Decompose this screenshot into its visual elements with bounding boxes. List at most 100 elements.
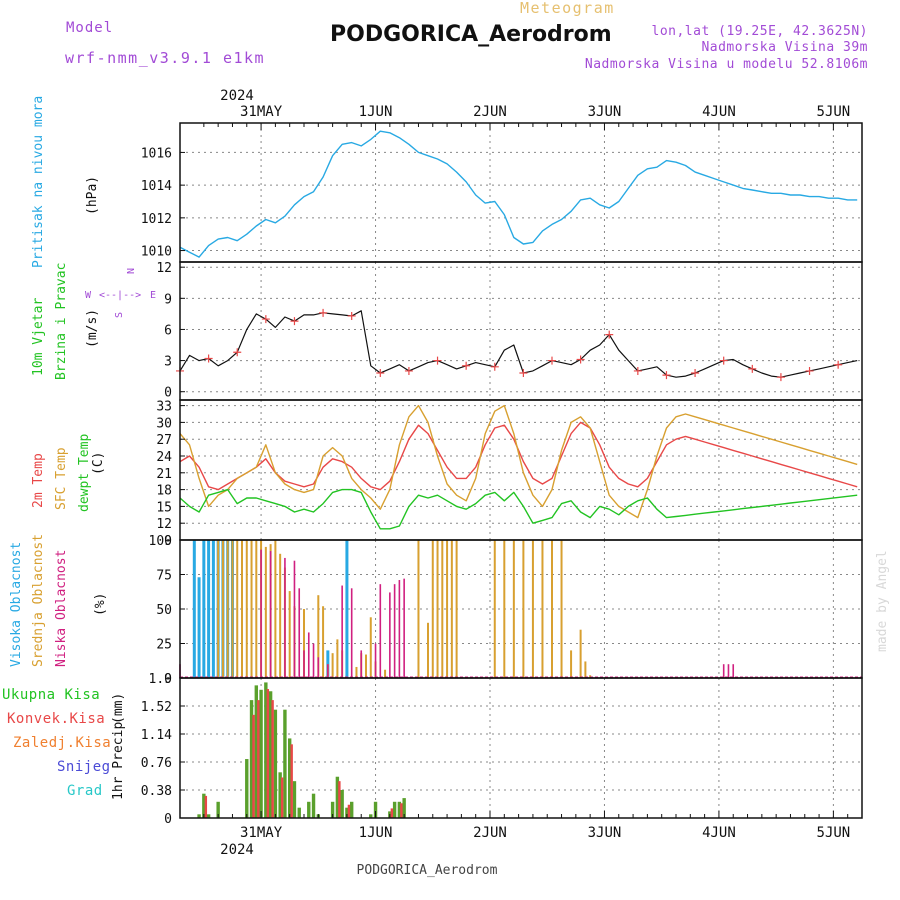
total-precip-bar — [197, 814, 201, 818]
y-tick-label: 1010 — [141, 245, 172, 260]
temp-unit: (C) — [91, 452, 106, 475]
wind-gust-marker — [576, 355, 585, 364]
low-cloud-bar — [260, 549, 262, 678]
total-precip-bar — [283, 709, 287, 818]
total-precip-bar — [245, 759, 249, 818]
total-precip-bar — [373, 801, 378, 818]
total-precip-bar — [402, 798, 406, 818]
y-tick-label: 15 — [156, 500, 172, 515]
coords-label: lon,lat (19.25E, 42.3625N) — [651, 24, 868, 39]
conv-precip-bar — [338, 781, 341, 818]
total-precip-bar — [259, 689, 263, 818]
total-precip-bar — [369, 814, 373, 818]
precip-legend-item: Snijeg — [57, 759, 111, 775]
mid-cloud-bar — [450, 540, 453, 678]
dewpt-temp-line — [179, 488, 858, 530]
low-cloud-label: Niska Oblacnost — [54, 550, 69, 667]
day-label-bottom: 1JUN — [359, 825, 393, 841]
total-precip-bar — [340, 790, 344, 818]
mid-cloud-bar — [279, 553, 282, 678]
low-cloud-bar — [293, 560, 296, 678]
wind-gust-marker — [519, 369, 528, 378]
compass-w: W — [85, 290, 92, 301]
mid-cloud-bar — [303, 609, 305, 678]
low-cloud-bar — [307, 632, 310, 678]
panel-frame — [179, 261, 863, 401]
station-title: PODGORICA_Aerodrom — [330, 22, 612, 47]
wind-gust-marker — [662, 371, 671, 380]
panel-frame — [179, 399, 863, 541]
y-tick-label: 1012 — [141, 212, 172, 227]
conv-precip-bar — [252, 714, 255, 818]
wind-unit: (m/s) — [85, 309, 100, 348]
high-cloud-bar — [202, 540, 206, 678]
compass-e: E — [150, 290, 156, 301]
y-tick-label: 9 — [164, 534, 172, 549]
precip-legend-item: Zaledj.Kisa — [13, 735, 111, 751]
total-precip-bar — [206, 814, 211, 818]
mid-cloud-bar — [541, 540, 544, 678]
low-cloud-bar — [303, 650, 305, 678]
mid-cloud-bar — [355, 666, 358, 678]
high-cloud-bar — [197, 577, 201, 678]
total-precip-bar — [307, 801, 311, 818]
day-label-bottom: 31MAY — [240, 825, 283, 841]
mid-cloud-bar — [531, 540, 534, 678]
low-cloud-bar — [298, 588, 301, 678]
day-label-top: 1JUN — [359, 104, 393, 120]
day-label-top: 31MAY — [240, 104, 283, 120]
conv-precip-bar — [400, 803, 403, 818]
day-label-bottom: 4JUN — [702, 825, 736, 841]
total-precip-bar — [349, 801, 354, 818]
panel-frame — [179, 677, 863, 819]
high-cloud-bar — [207, 540, 211, 678]
total-precip-bar — [297, 807, 301, 818]
day-label-top: 5JUN — [817, 104, 851, 120]
cloud-unit: (%) — [93, 593, 108, 616]
compass-n: N — [124, 268, 135, 274]
mid-cloud-bar — [441, 540, 444, 678]
mid-cloud-bar — [288, 591, 291, 678]
model-name: wrf-nmm_v3.9.1 e1km — [65, 49, 266, 67]
pressure-line — [179, 130, 858, 258]
model-elevation-label: Nadmorska Visina u modelu 52.8106m — [584, 57, 868, 72]
wind-label-2: Brzina i Pravac — [54, 263, 69, 380]
y-tick-label: 3 — [164, 355, 172, 370]
wind-gust-marker — [204, 354, 213, 363]
y-tick-label: 12 — [156, 261, 172, 276]
mid-cloud-bar — [455, 540, 458, 678]
y-tick-label: 6 — [164, 323, 172, 338]
y-tick-label: 0 — [164, 812, 172, 827]
mid-cloud-bar — [336, 639, 339, 678]
meteogram-label: Meteogram — [520, 0, 615, 17]
watermark: made by Angel — [875, 550, 890, 652]
mid-cloud-bar — [226, 540, 229, 678]
mid-cloud-bar — [365, 654, 367, 678]
mid-cloud-bar — [522, 540, 525, 678]
conv-precip-bar — [280, 777, 284, 818]
mid-cloud-bar — [436, 540, 439, 678]
low-cloud-bar — [327, 664, 329, 678]
pressure-label: Pritisak na nivou mora — [31, 96, 46, 268]
mid-cloud-bar — [255, 540, 258, 678]
day-label-top: 3JUN — [588, 104, 622, 120]
conv-precip-bar — [390, 808, 394, 818]
panel-frame — [179, 122, 863, 263]
low-cloud-bar — [389, 592, 391, 678]
y-tick-label: 50 — [156, 603, 172, 618]
mid-cloud-bar — [221, 540, 224, 678]
y-tick-label: 1.14 — [141, 728, 172, 743]
mid-cloud-bar — [250, 540, 253, 678]
wind-gust-marker — [433, 356, 442, 365]
mid-cloud-bar — [560, 540, 563, 678]
wind-gust-marker — [691, 369, 700, 378]
y-tick-label: 1.52 — [141, 700, 172, 715]
total-precip-bar — [254, 685, 259, 818]
mid-cloud-bar — [322, 606, 325, 678]
total-precip-bar — [392, 801, 397, 818]
low-cloud-bar — [732, 664, 735, 678]
y-tick-label: 9 — [164, 292, 172, 307]
precip-unit: (mm) — [111, 693, 126, 724]
low-cloud-bar — [727, 664, 730, 678]
total-precip-bar — [335, 776, 340, 818]
